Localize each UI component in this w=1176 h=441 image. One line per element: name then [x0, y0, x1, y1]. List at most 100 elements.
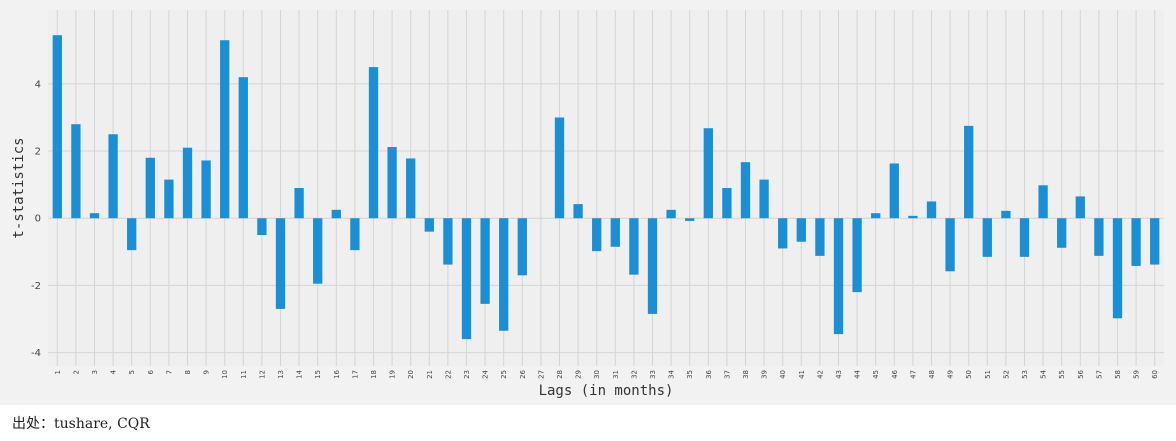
bar	[275, 218, 286, 309]
x-tick-label: 24	[482, 369, 490, 378]
x-tick-label: 25	[500, 370, 508, 379]
y-tick-label: 2	[35, 147, 41, 158]
bar	[238, 77, 248, 219]
bar	[815, 218, 825, 256]
bar	[164, 179, 174, 219]
x-tick-label: 35	[686, 370, 694, 379]
bar	[1094, 218, 1104, 256]
x-tick-label: 31	[612, 370, 620, 379]
bar	[424, 218, 434, 232]
bar	[480, 218, 490, 304]
x-tick-label: 32	[630, 370, 638, 379]
x-tick-label: 46	[891, 369, 899, 378]
x-tick-label: 48	[928, 370, 936, 379]
bar	[666, 209, 676, 219]
x-tick-label: 6	[147, 369, 155, 374]
bar	[331, 209, 341, 219]
bar	[703, 128, 713, 219]
x-tick-label: 51	[984, 370, 992, 379]
bar	[145, 157, 155, 219]
bar	[127, 218, 137, 251]
x-tick-label: 52	[1002, 370, 1010, 379]
x-tick-label: 53	[1021, 370, 1029, 379]
x-tick-label: 30	[593, 370, 601, 379]
bar	[52, 35, 62, 219]
bar	[1150, 218, 1160, 265]
bar	[1131, 218, 1141, 266]
bar	[201, 160, 211, 219]
x-axis-label: Lags (in months)	[539, 383, 674, 399]
source-note: 出处：tushare, CQR	[12, 416, 150, 432]
x-tick-label: 7	[165, 370, 173, 374]
x-tick-label: 49	[947, 370, 955, 379]
x-tick-label: 41	[798, 370, 806, 379]
bar	[1057, 218, 1067, 248]
x-tick-label: 33	[649, 370, 657, 379]
bar	[406, 158, 416, 219]
bar	[71, 124, 81, 219]
x-tick-label: 17	[351, 370, 359, 379]
x-tick-label: 58	[1114, 370, 1122, 379]
chart-area: 1 2 3 4 5 6 7 8 9 10 11 12 13 14 15 16 17 18 19 20 21 22 23 24 2…	[0, 0, 1176, 405]
x-tick-label: 43	[835, 370, 843, 379]
x-tick-label: 13	[277, 370, 285, 379]
bar	[108, 134, 118, 219]
y-tick-label: 0	[35, 214, 41, 225]
bar	[257, 218, 267, 236]
x-tick-label: 11	[240, 370, 248, 379]
x-tick-label: 50	[965, 370, 973, 379]
x-tick-label: 1	[54, 370, 62, 374]
x-tick-label: 27	[537, 370, 545, 379]
bar-chart: 1 2 3 4 5 6 7 8 9 10 11 12 13 14 15 16 17 18 19 20 21 22 23 24 2…	[0, 0, 1176, 405]
x-tick-label: 38	[742, 370, 750, 379]
bar	[182, 147, 193, 219]
bar	[796, 218, 806, 242]
x-tick-label: 2	[72, 370, 80, 374]
x-tick-label: 10	[221, 370, 229, 379]
bar	[1001, 210, 1011, 219]
bar	[1112, 218, 1123, 319]
x-tick-label: 19	[389, 370, 397, 379]
bar	[889, 163, 899, 219]
x-tick-label: 39	[761, 370, 769, 379]
bar	[1019, 218, 1030, 257]
x-tick-label: 26	[519, 369, 527, 378]
x-tick-label: 59	[1133, 370, 1141, 379]
bar	[833, 218, 844, 335]
x-tick-label: 5	[128, 370, 136, 374]
bar	[368, 67, 379, 219]
x-tick-label: 21	[426, 370, 434, 379]
y-tick-label: -2	[31, 281, 41, 292]
x-tick-label: 3	[91, 370, 99, 374]
x-tick-label: 57	[1095, 370, 1103, 379]
bar	[220, 40, 230, 219]
bar	[629, 218, 639, 275]
bar	[1038, 185, 1048, 219]
bar	[1075, 196, 1085, 219]
x-tick-label: 37	[723, 370, 731, 379]
x-tick-label: 34	[668, 369, 676, 378]
x-tick-label: 36	[705, 369, 713, 378]
x-tick-label: 47	[909, 370, 917, 379]
x-tick-label: 45	[872, 370, 880, 379]
bar	[461, 218, 472, 340]
y-axis-label: t-statistics	[11, 137, 27, 238]
bar	[610, 218, 620, 247]
bar	[778, 218, 788, 249]
x-tick-label: 56	[1077, 369, 1085, 378]
x-tick-label: 40	[779, 370, 787, 379]
bar	[647, 218, 658, 314]
bar	[982, 218, 992, 257]
x-tick-label: 8	[184, 370, 192, 374]
bar	[592, 218, 602, 252]
x-tick-label: 42	[816, 370, 824, 379]
x-tick-label: 12	[258, 370, 266, 379]
bar	[313, 218, 323, 284]
bar	[964, 125, 974, 219]
x-tick-label: 23	[463, 370, 471, 379]
x-tick-label: 16	[333, 369, 341, 378]
bar	[722, 188, 732, 219]
x-tick-label: 29	[575, 370, 583, 379]
bar	[294, 188, 304, 219]
bar	[499, 218, 509, 331]
